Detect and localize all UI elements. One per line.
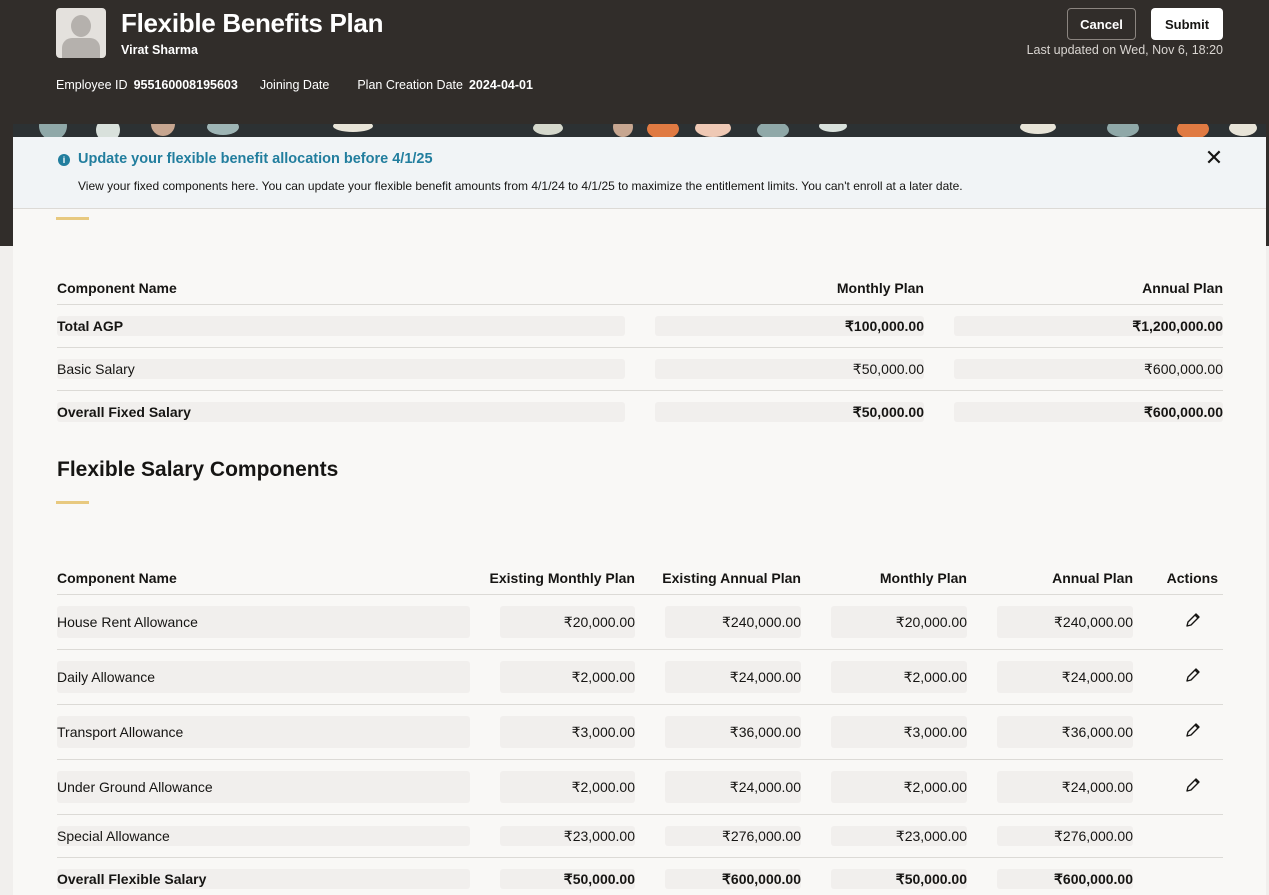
plan-creation-label: Plan Creation Date bbox=[357, 78, 463, 92]
table-row: Overall Flexible Salary ₹50,000.00 ₹600,00… bbox=[57, 856, 1223, 895]
section-title: Flexible Salary Components bbox=[57, 458, 339, 481]
table-row: House Rent Allowance ₹20,000.00 ₹240,000.0… bbox=[57, 593, 1223, 649]
decorative-banner bbox=[13, 124, 1266, 138]
annual-value: ₹600,000.00 bbox=[997, 868, 1133, 889]
existing-annual-value: ₹36,000.00 bbox=[665, 715, 801, 748]
table-row: Under Ground Allowance ₹2,000.00 ₹24,000.0… bbox=[57, 758, 1223, 814]
annual-value: ₹1,200,000.00 bbox=[954, 315, 1223, 336]
cancel-button[interactable]: Cancel bbox=[1067, 8, 1136, 40]
annual-value: ₹600,000.00 bbox=[954, 401, 1223, 422]
monthly-value: ₹50,000.00 bbox=[655, 401, 924, 422]
avatar bbox=[56, 8, 106, 58]
page-title: Flexible Benefits Plan bbox=[121, 8, 384, 38]
joining-date-label: Joining Date bbox=[259, 78, 330, 92]
component-name: Transport Allowance bbox=[57, 715, 470, 748]
table-row: Transport Allowance ₹3,000.00 ₹36,000.00 ₹3… bbox=[57, 703, 1223, 759]
column-header: Monthly Plan bbox=[836, 279, 924, 296]
monthly-value: ₹20,000.00 bbox=[831, 605, 967, 638]
monthly-value: ₹50,000.00 bbox=[831, 868, 967, 889]
existing-monthly-value: ₹3,000.00 bbox=[500, 715, 635, 748]
existing-monthly-value: ₹20,000.00 bbox=[500, 605, 635, 638]
employee-id-label: Employee ID bbox=[56, 78, 128, 92]
monthly-value: ₹3,000.00 bbox=[831, 715, 967, 748]
component-name: Special Allowance bbox=[57, 825, 470, 846]
table-row: Special Allowance ₹23,000.00 ₹276,000.00 ₹2… bbox=[57, 813, 1223, 857]
annual-value: ₹36,000.00 bbox=[997, 715, 1133, 748]
component-name: Under Ground Allowance bbox=[57, 770, 470, 803]
edit-icon[interactable] bbox=[1185, 613, 1201, 631]
existing-monthly-value: ₹2,000.00 bbox=[500, 660, 635, 693]
column-header: Annual Plan bbox=[1052, 569, 1133, 586]
info-notice: i Update your flexible benefit allocatio… bbox=[13, 137, 1266, 209]
annual-value: ₹276,000.00 bbox=[997, 825, 1133, 846]
section-accent bbox=[56, 217, 89, 220]
column-header: Component Name bbox=[57, 569, 177, 586]
flexible-components-table: Component Name Existing Monthly Plan Exi… bbox=[57, 541, 1223, 895]
column-header: Annual Plan bbox=[1142, 279, 1223, 296]
employee-name: Virat Sharma bbox=[121, 43, 198, 57]
section-accent bbox=[56, 501, 89, 504]
notice-title: Update your flexible benefit allocation … bbox=[78, 151, 433, 167]
component-name: Daily Allowance bbox=[57, 660, 470, 693]
component-name: Basic Salary bbox=[57, 358, 625, 379]
info-icon: i bbox=[58, 154, 70, 166]
table-row: Total AGP ₹100,000.00 ₹1,200,000.00 bbox=[57, 303, 1223, 347]
content-card: i Update your flexible benefit allocatio… bbox=[13, 137, 1266, 895]
existing-annual-value: ₹600,000.00 bbox=[665, 868, 801, 889]
component-name: House Rent Allowance bbox=[57, 605, 470, 638]
column-header: Actions bbox=[1166, 569, 1218, 586]
annual-value: ₹24,000.00 bbox=[997, 770, 1133, 803]
component-name: Overall Fixed Salary bbox=[57, 401, 625, 422]
employee-id-value: 955160008195603 bbox=[133, 78, 238, 92]
submit-button[interactable]: Submit bbox=[1151, 8, 1223, 40]
monthly-value: ₹23,000.00 bbox=[831, 825, 967, 846]
table-row: Daily Allowance ₹2,000.00 ₹24,000.00 ₹2,000… bbox=[57, 648, 1223, 704]
column-header: Existing Annual Plan bbox=[662, 569, 801, 586]
existing-annual-value: ₹24,000.00 bbox=[665, 660, 801, 693]
column-header: Existing Monthly Plan bbox=[489, 569, 635, 586]
annual-value: ₹600,000.00 bbox=[954, 358, 1223, 379]
edit-icon[interactable] bbox=[1185, 723, 1201, 741]
close-icon[interactable]: ✕ bbox=[1204, 145, 1224, 170]
plan-creation-value: 2024-04-01 bbox=[468, 78, 533, 92]
existing-monthly-value: ₹23,000.00 bbox=[500, 825, 635, 846]
edit-icon[interactable] bbox=[1185, 778, 1201, 796]
table-row: Overall Fixed Salary ₹50,000.00 ₹600,000… bbox=[57, 389, 1223, 433]
monthly-value: ₹100,000.00 bbox=[655, 315, 924, 336]
component-name: Total AGP bbox=[57, 315, 625, 336]
existing-monthly-value: ₹2,000.00 bbox=[500, 770, 635, 803]
existing-annual-value: ₹240,000.00 bbox=[665, 605, 801, 638]
existing-annual-value: ₹276,000.00 bbox=[665, 825, 801, 846]
monthly-value: ₹2,000.00 bbox=[831, 660, 967, 693]
annual-value: ₹240,000.00 bbox=[997, 605, 1133, 638]
column-header: Component Name bbox=[57, 279, 177, 296]
monthly-value: ₹2,000.00 bbox=[831, 770, 967, 803]
edit-icon[interactable] bbox=[1185, 668, 1201, 686]
column-header: Monthly Plan bbox=[879, 569, 967, 586]
table-row: Basic Salary ₹50,000.00 ₹600,000.00 bbox=[57, 346, 1223, 390]
fixed-components-table: Component Name Monthly Plan Annual Plan … bbox=[57, 267, 1223, 433]
annual-value: ₹24,000.00 bbox=[997, 660, 1133, 693]
notice-text: View your fixed components here. You can… bbox=[78, 179, 963, 193]
existing-monthly-value: ₹50,000.00 bbox=[500, 868, 635, 889]
employee-meta: Employee ID 955160008195603 Joining Date … bbox=[56, 78, 533, 92]
last-updated-text: Last updated on Wed, Nov 6, 18:20 bbox=[1026, 43, 1223, 57]
existing-annual-value: ₹24,000.00 bbox=[665, 770, 801, 803]
component-name: Overall Flexible Salary bbox=[57, 868, 470, 889]
monthly-value: ₹50,000.00 bbox=[655, 358, 924, 379]
